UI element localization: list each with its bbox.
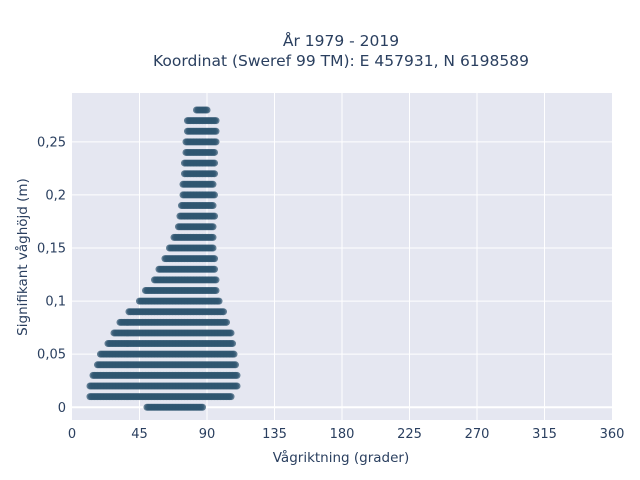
data-point (233, 371, 241, 379)
data-point (209, 180, 217, 188)
data-point (212, 138, 220, 146)
data-point (209, 233, 217, 241)
x-tick-label: 180 (330, 427, 355, 442)
y-tick-label: 0,15 (37, 242, 66, 257)
data-point (223, 318, 230, 326)
data-point (227, 393, 235, 401)
x-tick-label: 135 (262, 427, 287, 442)
y-tick-label: 0,1 (45, 295, 66, 310)
data-point (212, 286, 220, 294)
data-point (211, 212, 218, 220)
chart-title-line1: År 1979 - 2019 (283, 31, 399, 50)
y-axis-ticks: 0 0,05 0,1 0,15 0,2 0,25 (37, 135, 66, 415)
x-tick-label: 360 (600, 427, 625, 442)
data-point (212, 127, 220, 135)
data-point (209, 202, 217, 210)
y-tick-label: 0,05 (37, 348, 66, 363)
data-point (220, 308, 227, 316)
data-point (211, 265, 218, 273)
data-point (209, 244, 217, 252)
data-point (203, 106, 211, 114)
x-tick-label: 45 (131, 427, 148, 442)
data-point (230, 350, 238, 358)
x-tick-label: 90 (199, 427, 216, 442)
data-point (211, 170, 218, 178)
data-point (233, 382, 241, 390)
data-points (86, 106, 241, 411)
y-tick-label: 0,2 (45, 188, 66, 203)
data-point (232, 361, 239, 369)
y-tick-label: 0 (58, 401, 66, 416)
data-point (199, 403, 206, 411)
x-tick-label: 315 (532, 427, 557, 442)
data-point (211, 148, 218, 156)
x-tick-label: 225 (397, 427, 422, 442)
chart-title-line2: Koordinat (Sweref 99 TM): E 457931, N 61… (153, 52, 529, 70)
data-point (209, 223, 217, 231)
x-axis-ticks: 0 45 90 135 180 225 270 315 360 (68, 427, 625, 442)
data-point (212, 276, 220, 284)
x-tick-label: 270 (465, 427, 490, 442)
x-tick-label: 0 (68, 427, 76, 442)
data-point (212, 117, 220, 125)
data-point (211, 255, 218, 263)
data-point (215, 297, 223, 305)
y-tick-label: 0,25 (37, 135, 66, 150)
data-point (211, 159, 218, 167)
data-point (229, 340, 236, 348)
y-axis-title: Signifikant våghöjd (m) (14, 178, 31, 336)
data-point (227, 329, 235, 337)
data-point (211, 191, 218, 199)
x-axis-title: Vågriktning (grader) (273, 449, 410, 466)
